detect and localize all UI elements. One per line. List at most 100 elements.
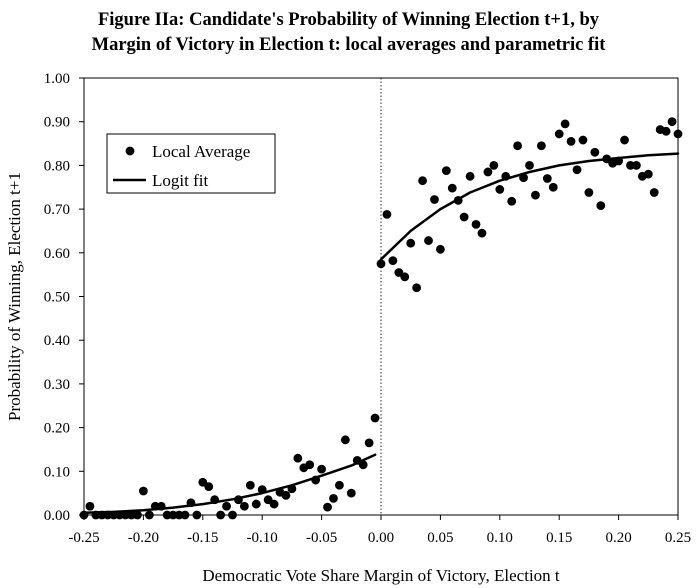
local-average-point <box>572 165 582 175</box>
logit-fit-line-right <box>379 152 680 261</box>
local-average-point <box>441 166 451 176</box>
local-average-point <box>560 119 570 129</box>
local-average-point <box>376 259 386 269</box>
logit-fit-line-left <box>82 453 377 515</box>
local-average-point <box>519 173 528 183</box>
local-average-point <box>287 484 297 494</box>
legend-label-local-average: Local Average <box>152 142 250 161</box>
y-tick-label: 1.00 <box>44 71 70 87</box>
y-tick-label: 0.80 <box>44 158 70 174</box>
local-average-point <box>388 256 398 266</box>
local-average-point <box>358 460 368 470</box>
local-average-point <box>430 195 439 204</box>
local-average-point <box>192 510 202 520</box>
local-average-point <box>144 510 154 520</box>
chart-title-line-1: Figure IIa: Candidate's Probability of W… <box>97 10 600 30</box>
y-tick-label: 0.60 <box>44 246 70 262</box>
local-average-point <box>507 196 517 206</box>
local-average-point <box>578 135 588 145</box>
x-axis-label: Democratic Vote Share Margin of Victory,… <box>202 566 560 585</box>
local-average-point <box>323 502 332 512</box>
local-average-point <box>590 147 600 157</box>
local-average-point <box>335 480 344 490</box>
local-average-point <box>542 174 552 183</box>
x-tick-label: 0.05 <box>427 530 453 546</box>
local-average-point <box>186 498 196 508</box>
local-average-point <box>406 238 416 248</box>
local-average-point <box>483 167 493 177</box>
local-average-point <box>228 510 237 520</box>
local-average-point <box>85 501 95 511</box>
local-average-point <box>584 188 594 197</box>
local-average-point <box>234 495 243 505</box>
x-tick-label: 0.20 <box>605 530 631 546</box>
y-tick-label: 0.20 <box>44 421 70 437</box>
local-average-point <box>501 171 511 181</box>
local-average-point <box>418 176 427 186</box>
x-tick-label: 0.00 <box>368 530 394 546</box>
local-average-point <box>436 244 445 254</box>
x-tick-label: -0.10 <box>247 530 278 546</box>
y-axis-label: Probability of Winning, Election t+1 <box>5 172 24 421</box>
local-average-point <box>566 136 576 146</box>
local-average-point <box>424 236 433 245</box>
logit-fit-series <box>82 152 680 515</box>
y-tick-label: 0.50 <box>44 290 70 306</box>
local-average-point <box>329 493 338 503</box>
local-average-point <box>453 195 463 205</box>
local-average-point <box>513 141 523 151</box>
local-average-point <box>649 188 659 197</box>
x-tick-label: 0.15 <box>546 530 572 546</box>
y-tick-label: 0.90 <box>44 115 70 131</box>
local-average-point <box>471 219 481 229</box>
y-tick-label: 0.10 <box>44 464 70 480</box>
x-tick-label: -0.15 <box>187 530 218 546</box>
legend-label-logit-fit: Logit fit <box>152 171 208 190</box>
legend-box <box>106 133 276 194</box>
local-average-point <box>447 183 457 193</box>
local-average-point <box>614 156 623 166</box>
local-average-point <box>311 475 321 485</box>
local-average-point <box>465 171 475 181</box>
local-average-point <box>382 209 392 219</box>
chart-title: Figure IIa: Candidate's Probability of W… <box>0 8 697 58</box>
local-average-point <box>661 126 671 136</box>
local-average-point <box>269 499 279 509</box>
x-tick-label: -0.05 <box>306 530 337 546</box>
local-average-point <box>525 161 534 170</box>
local-average-point <box>204 482 214 491</box>
local-average-point <box>412 283 422 293</box>
local-average-point <box>620 135 629 145</box>
local-average-point <box>293 453 303 463</box>
local-average-point <box>139 486 148 496</box>
local-average-point <box>459 212 469 222</box>
y-tick-label: 0.00 <box>44 508 70 524</box>
local-average-point <box>489 161 499 170</box>
local-average-point <box>554 129 564 139</box>
y-axis-ticks: 0.00 0.10 0.20 0.30 0.40 0.50 0.60 0.70 0.80 0.90… <box>44 71 84 524</box>
local-average-point <box>477 228 487 238</box>
local-average-point <box>495 185 505 194</box>
local-average-point <box>643 169 653 179</box>
local-average-point <box>216 510 226 520</box>
y-tick-label: 0.40 <box>44 333 70 349</box>
local-average-point <box>251 499 261 509</box>
local-average-point <box>370 413 380 423</box>
local-average-point <box>156 501 166 511</box>
local-average-point <box>346 488 356 498</box>
local-average-point <box>548 182 558 192</box>
chart-title-line-2: Margin of Victory in Election t: local a… <box>91 35 606 55</box>
local-average-point <box>79 510 89 520</box>
local-average-point <box>667 117 677 127</box>
x-tick-label: -0.25 <box>68 530 99 546</box>
local-average-point <box>239 501 249 511</box>
local-average-point <box>305 460 315 470</box>
local-average-point <box>257 485 267 495</box>
local-average-point <box>180 510 190 520</box>
local-average-point <box>222 501 231 511</box>
y-tick-label: 0.70 <box>44 202 70 218</box>
legend: Local Average Logit fit <box>106 133 276 194</box>
local-average-point <box>673 129 683 139</box>
local-average-point <box>632 161 641 170</box>
